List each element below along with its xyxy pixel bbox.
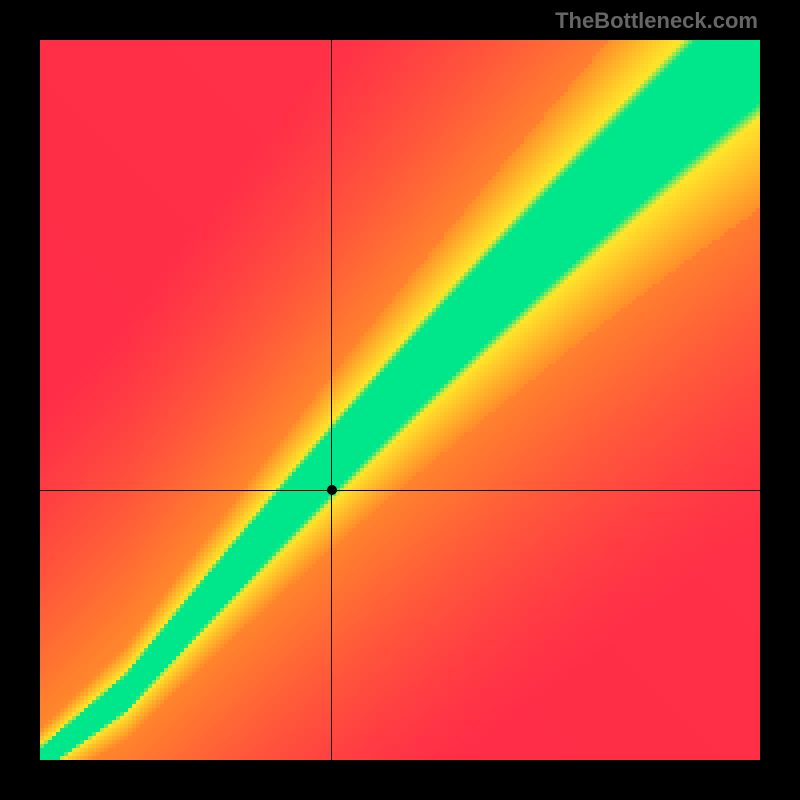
- selected-point-marker: [327, 485, 337, 495]
- crosshair-vertical: [331, 40, 332, 760]
- watermark-text: TheBottleneck.com: [555, 8, 758, 34]
- heatmap-plot-area: [40, 40, 760, 760]
- crosshair-horizontal: [40, 490, 760, 491]
- heatmap-canvas: [40, 40, 760, 760]
